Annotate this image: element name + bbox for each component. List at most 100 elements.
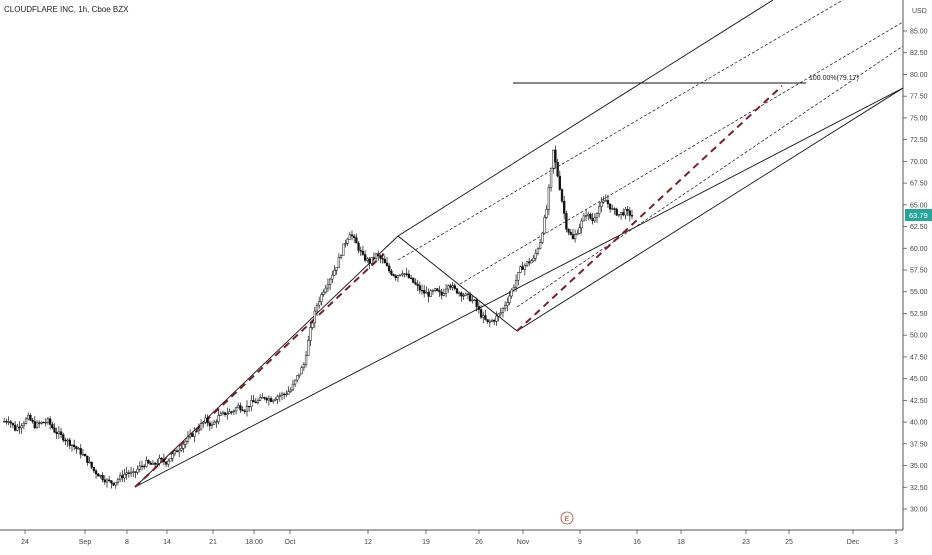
candle-body bbox=[477, 306, 481, 310]
x-tick-label: Oct bbox=[285, 539, 296, 546]
pitchfork-median-line[interactable] bbox=[134, 87, 904, 488]
pitchfork-drawing[interactable]: 100.00%(79.17) bbox=[134, 0, 904, 488]
candle-body bbox=[431, 290, 435, 292]
candle-body bbox=[335, 267, 338, 271]
candle-body bbox=[363, 254, 367, 261]
candle-body bbox=[390, 270, 393, 275]
candle-body bbox=[490, 320, 494, 322]
candle-body bbox=[278, 395, 281, 397]
candle-body bbox=[79, 448, 82, 455]
candle-body bbox=[357, 242, 360, 251]
candle-body bbox=[405, 273, 408, 275]
candle-body bbox=[138, 465, 141, 470]
candle-body bbox=[64, 439, 67, 442]
candle-body bbox=[27, 414, 30, 420]
candle-body bbox=[377, 253, 380, 257]
candle-body bbox=[374, 253, 378, 259]
candle-body bbox=[53, 427, 56, 433]
candle-body bbox=[77, 448, 80, 450]
x-tick-label: 14 bbox=[163, 539, 171, 546]
last-price-label: 63.79 bbox=[909, 211, 928, 220]
candle-body bbox=[622, 212, 625, 216]
candle-body bbox=[460, 292, 463, 297]
candle-body bbox=[591, 218, 594, 222]
candle-body bbox=[506, 302, 509, 306]
candle-body bbox=[11, 422, 15, 426]
candle-body bbox=[519, 266, 522, 273]
candle-body bbox=[7, 421, 10, 423]
candle-body bbox=[129, 471, 133, 474]
y-tick-label: 32.50 bbox=[910, 485, 928, 492]
candle-body bbox=[237, 405, 240, 409]
y-tick-label: 82.50 bbox=[910, 50, 928, 57]
pitchfork-inner-lower[interactable] bbox=[516, 45, 904, 308]
candle-body bbox=[245, 405, 249, 412]
x-tick-label: 8 bbox=[125, 539, 129, 546]
candle-body bbox=[339, 255, 343, 258]
candle-body bbox=[600, 202, 603, 207]
candle-body bbox=[132, 471, 135, 473]
candle-body bbox=[512, 287, 516, 291]
candle-body bbox=[223, 412, 227, 415]
candle-body bbox=[127, 472, 131, 474]
candle-body bbox=[482, 315, 485, 318]
candle-body bbox=[416, 283, 419, 286]
candle-body bbox=[313, 310, 316, 324]
candle-body bbox=[587, 213, 590, 216]
candle-body bbox=[348, 234, 351, 240]
x-tick-label: 19 bbox=[422, 539, 430, 546]
candle-body bbox=[254, 401, 257, 404]
candle-body bbox=[333, 270, 336, 276]
candle-body bbox=[475, 299, 478, 307]
candle-body bbox=[180, 448, 183, 451]
candle-body bbox=[427, 292, 430, 297]
candle-body bbox=[300, 367, 303, 375]
candle-body bbox=[593, 217, 596, 222]
candle-body bbox=[304, 355, 308, 365]
y-tick-label: 57.50 bbox=[910, 268, 928, 275]
chart-title: CLOUDFLARE INC, 1h, Cboe BZX bbox=[4, 5, 129, 14]
candle-body bbox=[213, 421, 216, 425]
candle-body bbox=[534, 253, 537, 259]
candle-body bbox=[488, 321, 491, 323]
pitchfork-inner-mid[interactable] bbox=[459, 21, 904, 285]
pitchfork-inner-upper[interactable] bbox=[397, 0, 844, 261]
pitchfork-handle-2[interactable] bbox=[397, 235, 518, 332]
x-tick-label: Dec bbox=[847, 539, 860, 546]
candle-body bbox=[293, 379, 297, 385]
candle-body bbox=[280, 393, 284, 396]
candle-body bbox=[501, 307, 505, 313]
candle-body bbox=[589, 213, 592, 219]
projection-dashed-1[interactable] bbox=[134, 253, 385, 488]
candle-body bbox=[199, 423, 203, 430]
candle-body bbox=[302, 364, 306, 368]
x-tick-label: Nov bbox=[517, 539, 530, 546]
y-tick-label: 47.50 bbox=[910, 354, 928, 361]
y-axis-ticks: 30.00 32.50 35.00 37.50 40.00 42.50 45.00 47.50… bbox=[903, 29, 928, 514]
currency-label: USD bbox=[912, 8, 927, 15]
y-tick-label: 60.00 bbox=[910, 246, 928, 253]
candle-body bbox=[125, 472, 128, 475]
candle-body bbox=[18, 426, 21, 429]
pitchfork-lower-line[interactable] bbox=[516, 87, 904, 332]
earnings-marker[interactable] bbox=[560, 511, 574, 525]
candle-body bbox=[462, 295, 465, 297]
candle-body bbox=[298, 373, 301, 376]
candle-body bbox=[318, 301, 321, 306]
candle-body bbox=[626, 209, 629, 212]
candle-body bbox=[569, 231, 572, 235]
candle-body bbox=[565, 213, 568, 230]
candle-body bbox=[22, 423, 26, 427]
candle-body bbox=[409, 277, 413, 279]
projection-dashed-2[interactable] bbox=[516, 85, 783, 332]
candle-body bbox=[479, 309, 483, 318]
pitchfork-upper-line[interactable] bbox=[397, 0, 774, 237]
candle-body bbox=[407, 273, 411, 279]
candle-body bbox=[167, 460, 170, 465]
x-axis-ticks: 24 Sep 8 14 21 18:00 Oct 12 19 26 Nov 9 16 18 23 25 Dec 3 bbox=[21, 530, 898, 546]
candle-body bbox=[525, 261, 529, 266]
candle-body bbox=[547, 186, 551, 210]
candle-body bbox=[353, 235, 356, 239]
